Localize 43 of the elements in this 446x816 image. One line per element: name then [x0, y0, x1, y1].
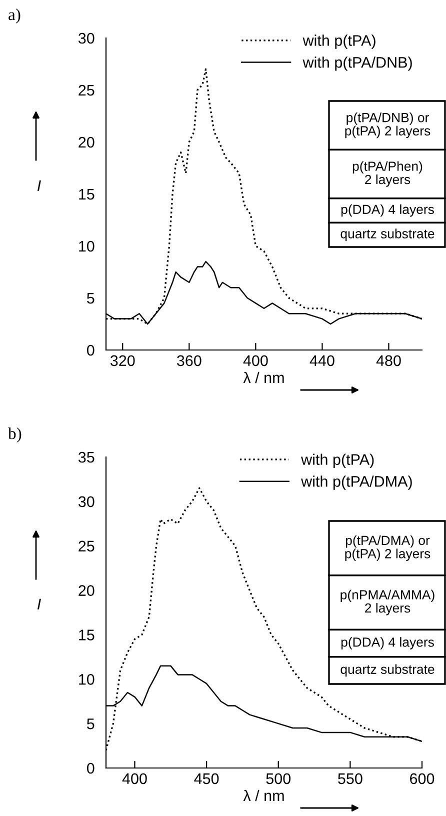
y-tick-label: 10 — [79, 240, 94, 252]
x-tick-label: 500 — [266, 773, 291, 784]
x-axis-title: λ / nm — [243, 790, 284, 802]
chart-title: b) — [8, 427, 22, 443]
y-tick-label: 5 — [87, 293, 94, 304]
x-tick-label: 550 — [338, 773, 362, 784]
y-tick-label: 20 — [78, 585, 94, 596]
annotation: p(tPA/DMA) or p(tPA) 2 layers — [345, 535, 430, 561]
y-tick-label: 0 — [86, 344, 94, 356]
x-axis-title: λ / nm — [243, 372, 284, 384]
x-tick-label: 360 — [176, 355, 202, 366]
annotation: p(DDA) 4 layers — [341, 204, 434, 217]
y-tick-label: 10 — [79, 674, 94, 685]
x-tick-label: 320 — [110, 355, 135, 366]
x-tick-label: 600 — [410, 773, 434, 784]
annotation: p(nPMA/AMMA) 2 layers — [340, 590, 434, 616]
y-tick-label: 25 — [78, 84, 94, 96]
annotation: p(tPA/DNB) or p(tPA) 2 layers — [345, 112, 430, 138]
y-tick-label: 5 — [87, 718, 94, 730]
y-tick-label: 20 — [78, 136, 94, 148]
legend-label: with p(tPA) — [301, 454, 374, 468]
y-tick-label: 35 — [78, 452, 94, 463]
y-tick-label: 15 — [79, 630, 94, 640]
y-tick-label: 30 — [78, 32, 94, 44]
y-tick-label: 30 — [78, 496, 94, 508]
legend-label: with p(tPA/DMA) — [301, 476, 412, 490]
y-axis-title: I — [37, 598, 41, 610]
x-tick-label: 450 — [194, 773, 219, 784]
y-tick-label: 15 — [79, 189, 94, 200]
chart-title: a) — [8, 8, 20, 24]
annotation: quartz substrate — [340, 664, 434, 677]
legend-label: with p(tPA) — [302, 34, 376, 49]
annotation: quartz substrate — [340, 228, 434, 241]
legend-label: with p(tPA/DNB) — [302, 56, 412, 71]
x-tick-label: 400 — [243, 355, 268, 366]
annotation: p(DDA) 4 layers — [341, 637, 434, 650]
x-tick-label: 440 — [310, 355, 334, 366]
y-axis-title: I — [37, 180, 41, 191]
x-tick-label: 400 — [122, 773, 147, 784]
annotation: p(tPA/Phen) 2 layers — [352, 161, 422, 187]
y-tick-label: 0 — [86, 762, 94, 774]
x-tick-label: 480 — [376, 355, 401, 366]
y-tick-label: 25 — [78, 540, 94, 552]
